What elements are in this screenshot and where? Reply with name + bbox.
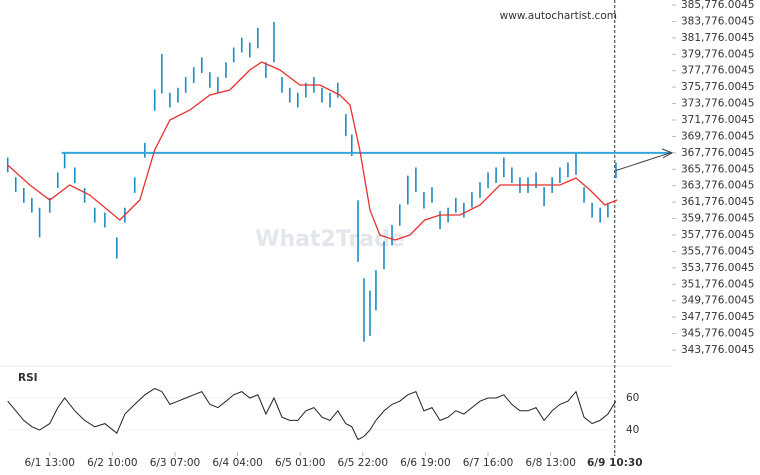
x-tick-label: 6/2 10:00 <box>87 457 138 469</box>
y-tick-label: 365,776.0045 <box>681 163 754 175</box>
x-tick-label: 6/7 16:00 <box>463 457 514 469</box>
x-tick-label: 6/1 13:00 <box>24 457 75 469</box>
forecast-arrow-head <box>661 148 674 159</box>
y-tick-label: 349,776.0045 <box>681 295 754 307</box>
y-tick-label: 385,776.0045 <box>681 0 754 11</box>
y-tick-label: 357,776.0045 <box>681 229 754 241</box>
y-tick-label: 377,776.0045 <box>681 65 754 77</box>
y-tick-label: 359,776.0045 <box>681 213 754 225</box>
y-tick-label: 347,776.0045 <box>681 311 754 323</box>
y-tick-label: 375,776.0045 <box>681 81 754 93</box>
rsi-tick-label: 60 <box>626 392 639 404</box>
source-label: www.autochartist.com <box>500 10 617 22</box>
y-tick-label: 363,776.0045 <box>681 180 754 192</box>
x-tick-label: 6/3 07:00 <box>150 457 201 469</box>
y-tick-label: 361,776.0045 <box>681 196 754 208</box>
y-tick-label: 373,776.0045 <box>681 98 754 110</box>
y-tick-label: 367,776.0045 <box>681 147 754 159</box>
rsi-line <box>7 387 617 441</box>
watermark: What2Trade <box>255 227 405 252</box>
y-tick-label: 379,776.0045 <box>681 48 754 60</box>
x-tick-label: 6/9 10:30 <box>587 457 643 469</box>
rsi-label: RSI <box>18 372 38 384</box>
y-tick-label: 355,776.0045 <box>681 245 754 257</box>
rsi-tick-label: 40 <box>626 424 639 436</box>
y-tick-label: 345,776.0045 <box>681 328 754 340</box>
x-tick-label: 6/8 13:00 <box>525 457 576 469</box>
y-tick-label: 383,776.0045 <box>681 15 754 27</box>
y-tick-label: 381,776.0045 <box>681 32 754 44</box>
y-tick-label: 353,776.0045 <box>681 262 754 274</box>
y-tick-label: 343,776.0045 <box>681 344 754 356</box>
y-tick-label: 371,776.0045 <box>681 114 754 126</box>
x-tick-label: 6/4 04:00 <box>212 457 263 469</box>
x-tick-label: 6/5 01:00 <box>275 457 326 469</box>
y-tick-label: 369,776.0045 <box>681 130 754 142</box>
y-tick-label: 351,776.0045 <box>681 278 754 290</box>
forecast-arrow <box>615 152 671 171</box>
x-tick-label: 6/5 22:00 <box>338 457 389 469</box>
x-tick-label: 6/6 19:00 <box>400 457 451 469</box>
moving-average-line <box>7 61 618 241</box>
